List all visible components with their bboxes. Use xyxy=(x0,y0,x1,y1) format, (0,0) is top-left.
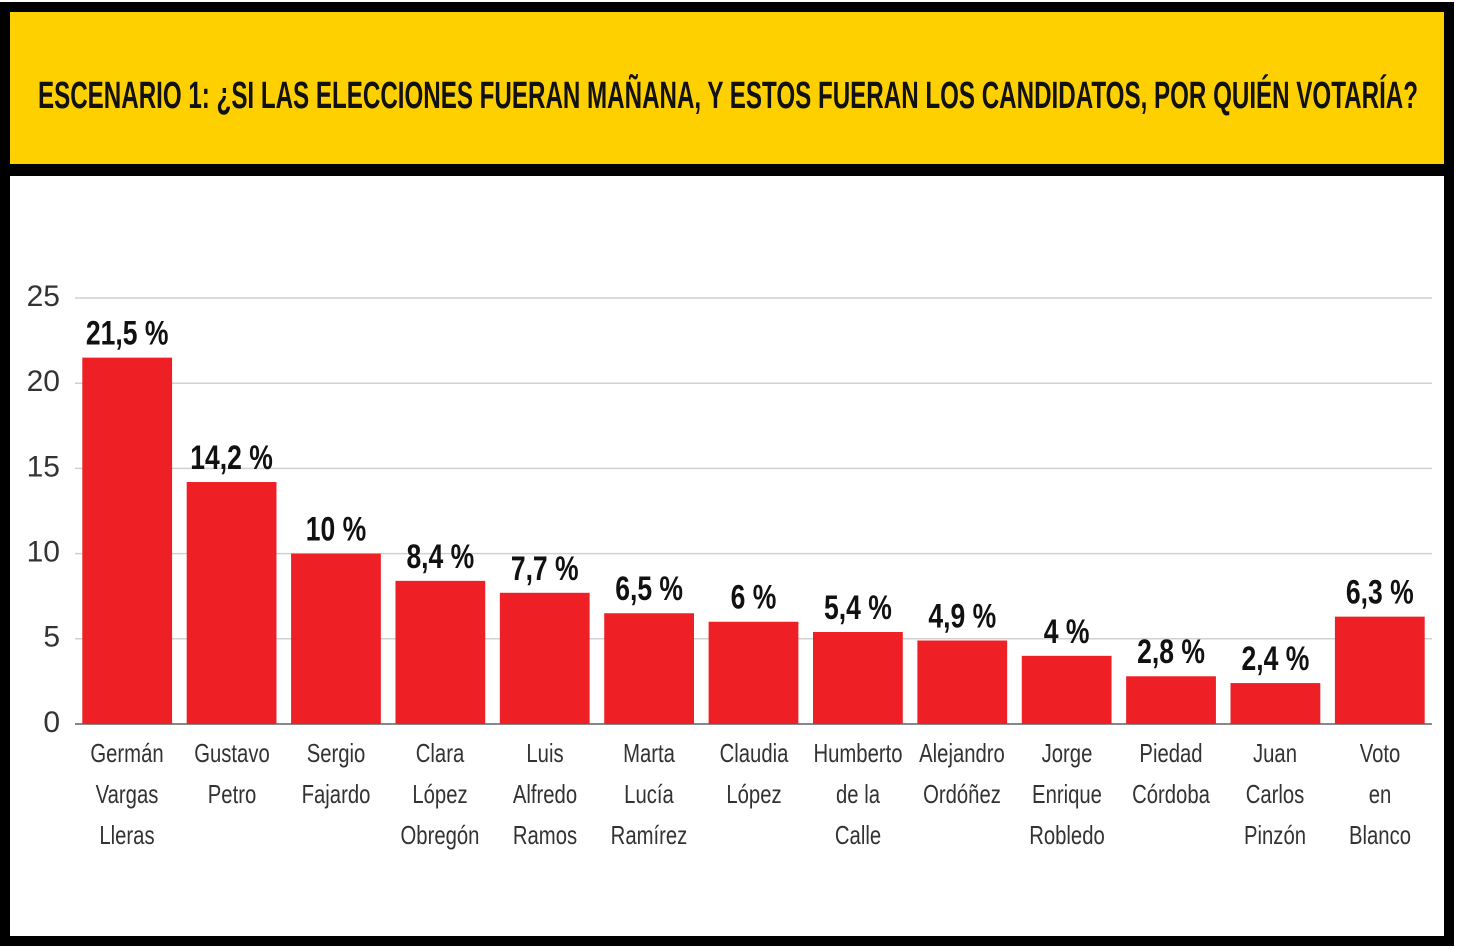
x-tick-label: Germán Vargas Lleras xyxy=(90,738,164,850)
x-tick-label: Humberto de la Calle xyxy=(813,738,903,850)
x-tick-label: Voto en Blanco xyxy=(1348,738,1411,850)
x-tick-label: Claudia López xyxy=(719,738,788,809)
x-tick-label: Clara López Obregón xyxy=(400,738,480,850)
title-band xyxy=(10,12,1444,164)
value-label: 2,8 % xyxy=(1137,633,1205,671)
bar xyxy=(917,640,1008,724)
y-tick-label: 25 xyxy=(27,280,60,313)
bar xyxy=(812,631,903,724)
value-label: 14,2 % xyxy=(190,439,273,477)
x-tick-label: Juan Carlos Pinzón xyxy=(1244,738,1307,850)
x-tick-label: Marta Lucía Ramírez xyxy=(610,738,688,850)
bar xyxy=(499,592,590,724)
value-label: 21,5 % xyxy=(86,315,169,353)
bar xyxy=(291,553,381,724)
x-tick-label: Piedad Córdoba xyxy=(1132,738,1210,809)
x-tick-label: Alejandro Ordóñez xyxy=(919,738,1006,809)
bar xyxy=(395,580,486,724)
x-tick-label: Luis Alfredo Ramos xyxy=(512,738,577,850)
bar xyxy=(1334,616,1425,724)
value-label: 6 % xyxy=(731,579,777,617)
bar xyxy=(186,482,277,724)
y-tick-label: 5 xyxy=(43,621,60,654)
bar xyxy=(1230,683,1321,724)
bar xyxy=(708,621,799,724)
chart-title: ESCENARIO 1: ¿SI LAS ELECCIONES FUERAN M… xyxy=(38,73,1418,117)
value-label: 4,9 % xyxy=(928,597,996,635)
value-label: 2,4 % xyxy=(1242,640,1310,678)
value-label: 8,4 % xyxy=(406,538,474,576)
bar xyxy=(82,357,173,724)
y-tick-label: 20 xyxy=(27,365,60,398)
bar xyxy=(1126,676,1216,724)
x-tick-label: Sergio Fajardo xyxy=(301,738,371,809)
title-rule xyxy=(10,164,1444,176)
y-tick-label: 15 xyxy=(27,450,60,483)
value-label: 5,4 % xyxy=(824,589,892,627)
y-tick-label: 0 xyxy=(43,706,60,739)
value-label: 7,7 % xyxy=(511,550,579,588)
value-label: 6,5 % xyxy=(615,570,683,608)
x-tick-label: Gustavo Petro xyxy=(193,738,270,809)
value-label: 10 % xyxy=(306,510,366,548)
bar xyxy=(604,613,695,724)
y-tick-label: 10 xyxy=(27,536,60,569)
x-tick-label: Jorge Enrique Robledo xyxy=(1028,738,1105,850)
bar xyxy=(1021,655,1112,724)
value-label: 6,3 % xyxy=(1346,574,1414,612)
value-label: 4 % xyxy=(1044,613,1090,651)
